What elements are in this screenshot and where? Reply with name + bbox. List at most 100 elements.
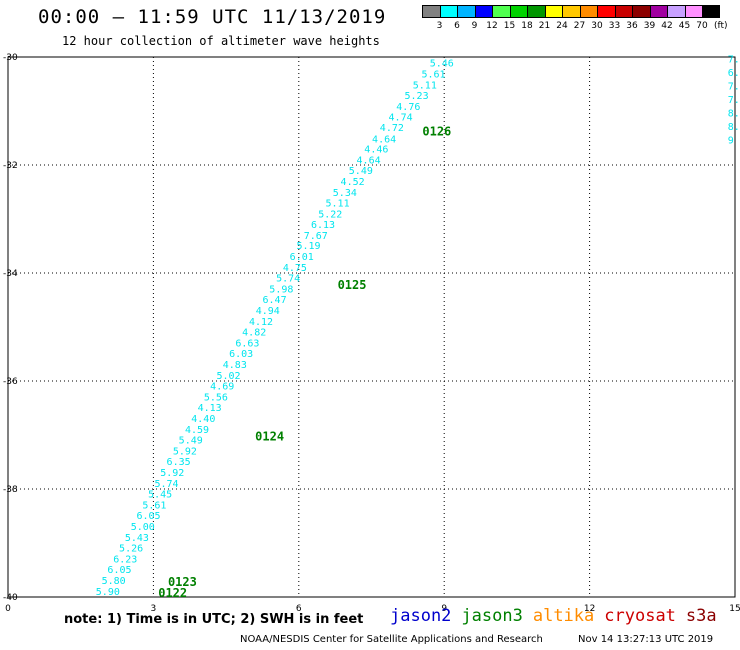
pass-time-label: 0125 [338,278,367,292]
wave-height-value: 5.74 [276,274,300,285]
legend-swatch [702,5,720,18]
wave-height-value: 7.67 [304,231,328,242]
wave-height-value: 4.59 [185,425,209,436]
lon-tick-label: 0 [5,604,11,614]
wave-height-value: 5.92 [173,446,197,457]
legend-swatch [684,5,702,18]
legend-label: 12 [486,21,498,31]
wave-height-value: 4.75 [283,263,307,274]
wave-height-value: 4.69 [210,382,234,393]
legend-swatch [492,5,510,18]
wave-height-value: 5.02 [216,371,240,382]
legend-label: 3 [436,21,443,31]
pass-time-label: 0122 [158,586,187,600]
legend-label: 45 [678,21,691,31]
lat-tick-label: -32 [3,161,18,171]
wave-height-value: 5.23 [405,91,429,102]
legend-swatch [544,5,562,18]
wave-height-value: 4.52 [341,177,365,188]
wave-height-value: 4.64 [357,155,381,166]
legend-swatch [649,5,667,18]
lon-tick-label: 12 [584,604,595,614]
satellite-name: altika [532,606,595,626]
wave-height-value: 5.46 [430,59,454,70]
legend-swatch [632,5,650,18]
wave-height-value: 5.11 [326,199,350,210]
legend-label: 42 [661,21,673,31]
pass-time-label: 0123 [168,575,197,589]
wave-height-value: 5.90 [96,587,120,598]
wave-height-value: 6.63 [235,338,259,349]
legend-label: 24 [556,21,568,31]
lon-tick-label: 9 [441,604,447,614]
legend-label: 33 [608,21,621,31]
wave-height-value: 4.13 [198,403,222,414]
legend-unit: (ft) [714,21,728,31]
legend-label: 36 [626,21,638,31]
lat-tick-label: -38 [3,485,18,495]
pass-time-label: 0126 [422,124,451,138]
legend-label: 70 [696,21,708,31]
legend-swatch [527,5,545,18]
pass-time-label: 0124 [255,429,284,443]
wave-height-value: 4.46 [364,145,388,156]
legend-swatch [457,5,475,18]
wave-height-value: 5.49 [349,166,373,177]
map-title: 00:00 – 11:59 UTC 11/13/2019 [38,6,387,28]
wave-height-value: 4.76 [396,102,420,113]
legend-swatch [439,5,457,18]
legend-labels: 3 6 9 12 15 18 21 24 27 30 33 36 39 42 45 70 [422,21,740,33]
legend-swatch [614,5,632,18]
wave-height-value: 7.7 [728,81,740,92]
wave-height-value: 6.9 [728,68,740,79]
wave-height-value: 7.01 [728,54,740,65]
satellite-name: s3a [685,606,717,626]
satellite-name: cryosat [604,606,676,626]
map-frame [7,56,736,598]
wave-height-value: 6.03 [229,349,253,360]
wave-height-value: 6.01 [290,252,314,263]
wave-height-value: 8.3 [728,122,740,133]
wave-height-value: 5.45 [148,490,172,501]
wave-height-value: 6.35 [167,457,191,468]
wave-height-value: 4.72 [380,123,404,134]
lon-tick-label: 15 [729,604,740,614]
legend-label: 27 [573,21,586,31]
color-legend [422,5,720,18]
wave-height-value: 4.74 [389,113,413,124]
wave-height-value: 5.49 [179,436,203,447]
legend-swatch [667,5,685,18]
legend-label: 39 [643,21,656,31]
legend-swatch [509,5,527,18]
wave-height-value: 5.61 [421,70,445,81]
wave-height-value: 5.98 [269,284,293,295]
legend-label: 15 [503,21,516,31]
wave-height-value: 6.05 [107,565,131,576]
legend-label: 18 [521,21,533,31]
wave-height-value: 6.05 [137,511,161,522]
legend-label: 30 [591,21,603,31]
wave-height-value: 5.11 [413,80,437,91]
wave-height-value: 4.94 [256,306,280,317]
map-subtitle: 12 hour collection of altimeter wave hei… [62,34,380,48]
lat-tick-label: -34 [3,269,18,279]
wave-height-value: 8.0 [728,108,740,119]
wave-height-value: 5.00 [131,522,155,533]
wave-height-value: 5.80 [102,576,126,587]
wave-height-value: 5.43 [125,533,149,544]
wave-height-value: 5.22 [318,209,342,220]
wave-height-value: 5.56 [204,392,228,403]
lon-tick-label: 6 [296,604,302,614]
legend-label: 6 [454,21,460,31]
legend-label: 9 [471,21,478,31]
legend-swatch [422,5,440,18]
wave-height-value: 6.23 [113,554,137,565]
satellite-name: jason3 [461,606,523,626]
wave-height-value: 5.61 [142,500,166,511]
wave-height-value: 5.19 [296,241,320,252]
wave-height-value: 4.82 [242,328,266,339]
satellite-key: jason2 jason3 altika cryosat s3a [390,606,727,626]
lat-tick-label: -40 [3,593,18,603]
wave-height-value: 5.92 [160,468,184,479]
generated-timestamp: Nov 14 13:27:13 UTC 2019 [578,634,714,645]
